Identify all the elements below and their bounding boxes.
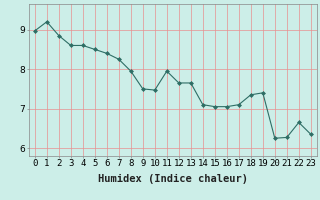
X-axis label: Humidex (Indice chaleur): Humidex (Indice chaleur) [98,174,248,184]
